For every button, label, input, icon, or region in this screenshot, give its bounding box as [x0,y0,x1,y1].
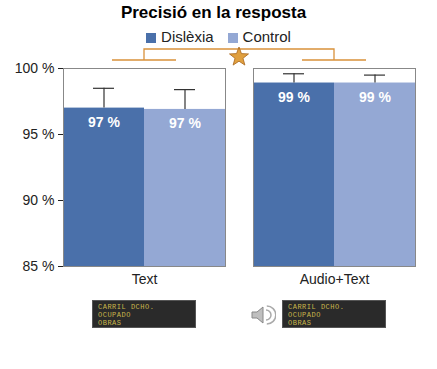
svg-text:100 %: 100 % [15,60,55,76]
html-text:OBRAS: OBRAS [98,319,122,327]
svg-text:99 %: 99 % [359,89,391,105]
svg-text:Text: Text [132,271,158,287]
html-text:OCUPADO: OCUPADO [98,311,131,319]
html-text:OBRAS: OBRAS [288,319,312,327]
svg-text:99 %: 99 % [278,89,310,105]
html-text:OCUPADO: OCUPADO [288,311,321,319]
html-text:Precisió en la resposta: Precisió en la resposta [120,3,307,22]
html-text:CARRIL DCHO.: CARRIL DCHO. [288,303,345,311]
html-text:Control: Control [242,27,291,45]
svg-text:97 %: 97 % [169,115,201,131]
html-text:Dislèxia: Dislèxia [161,27,214,45]
svg-text:97 %: 97 % [88,114,120,130]
svg-text:90 %: 90 % [23,192,55,208]
svg-text:Audio+Text: Audio+Text [300,271,370,287]
svg-text:85 %: 85 % [23,258,55,274]
svg-text:95 %: 95 % [23,126,55,142]
html-text:CARRIL DCHO.: CARRIL DCHO. [98,303,155,311]
